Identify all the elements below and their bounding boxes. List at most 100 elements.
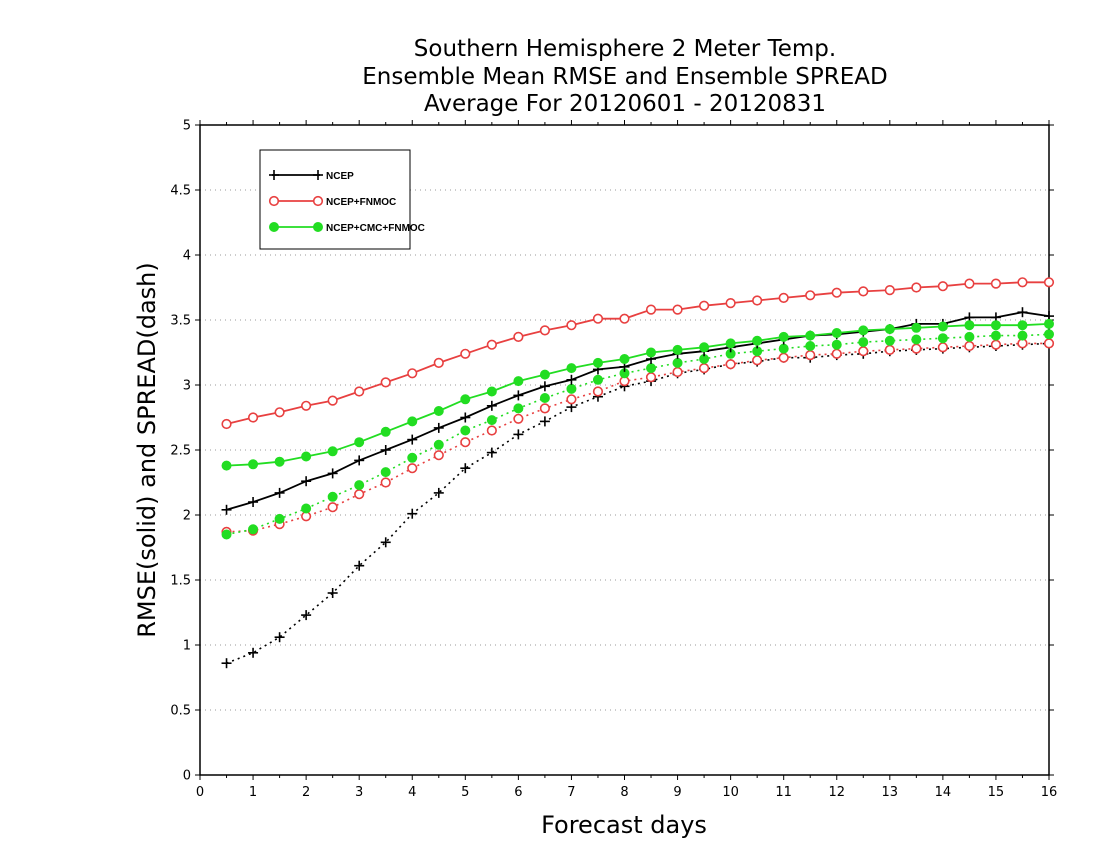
filled-circle-marker bbox=[460, 394, 471, 405]
plus-marker bbox=[513, 390, 524, 401]
open-circle-marker bbox=[831, 348, 842, 359]
open-circle-marker bbox=[990, 339, 1002, 350]
open-circle-marker bbox=[911, 343, 922, 354]
filled-circle-marker bbox=[460, 425, 471, 436]
open-circle-marker bbox=[911, 282, 922, 293]
x-tick-label: 4 bbox=[408, 785, 416, 800]
x-tick-label: 13 bbox=[882, 785, 899, 800]
filled-circle-marker bbox=[778, 343, 789, 354]
plus-marker bbox=[380, 445, 391, 455]
x-tick-label: 9 bbox=[673, 785, 681, 800]
open-circle-marker bbox=[884, 344, 895, 356]
open-circle-marker bbox=[592, 386, 604, 397]
open-circle-marker bbox=[566, 320, 577, 331]
filled-circle-marker bbox=[964, 320, 975, 331]
legend-label: NCEP bbox=[326, 171, 354, 182]
plus-marker bbox=[407, 508, 418, 519]
open-circle-marker bbox=[407, 368, 418, 379]
filled-circle-marker bbox=[699, 342, 710, 353]
filled-circle-marker bbox=[1044, 318, 1054, 329]
filled-circle-marker bbox=[1017, 320, 1028, 331]
axis-ticks: 00.511.522.533.544.550 1 2 3 4 5 6 7 8 9 10 11 12 13 1… bbox=[170, 119, 1057, 801]
open-circle-marker bbox=[312, 195, 324, 207]
open-circle-marker bbox=[486, 339, 497, 350]
y-tick-label: 3.5 bbox=[170, 314, 191, 329]
filled-circle-marker bbox=[274, 456, 285, 467]
open-circle-marker bbox=[592, 313, 604, 324]
series-line bbox=[226, 342, 1049, 533]
filled-circle-marker bbox=[566, 383, 577, 394]
open-circle-marker bbox=[884, 285, 895, 296]
filled-circle-marker bbox=[513, 403, 524, 414]
open-circle-marker bbox=[566, 394, 577, 405]
plus-marker bbox=[486, 447, 497, 458]
x-tick-label: 5 bbox=[461, 785, 469, 800]
filled-circle-marker bbox=[301, 451, 312, 462]
plus-marker bbox=[486, 400, 497, 411]
plus-marker bbox=[301, 476, 312, 487]
filled-circle-marker bbox=[672, 344, 683, 355]
legend: NCEP NCEP+FNMOC NCEP+CMC+FNMOC bbox=[259, 149, 425, 250]
filled-circle-marker bbox=[592, 374, 603, 385]
series-line bbox=[226, 333, 1050, 536]
x-tick-label: 0 bbox=[196, 785, 204, 800]
y-tick-label: 2.5 bbox=[170, 444, 191, 459]
plus-marker bbox=[433, 487, 444, 498]
filled-circle-marker bbox=[646, 347, 657, 358]
filled-circle-marker bbox=[380, 426, 391, 437]
y-tick-label: 2 bbox=[183, 509, 191, 524]
y-tick-label: 3 bbox=[183, 379, 191, 394]
filled-circle-marker bbox=[592, 357, 603, 368]
filled-circle-marker bbox=[327, 446, 338, 457]
series-line bbox=[226, 311, 1050, 511]
open-circle-marker bbox=[274, 407, 285, 418]
open-circle-marker bbox=[778, 352, 789, 363]
open-circle-marker bbox=[698, 363, 710, 374]
plus-marker bbox=[460, 412, 471, 423]
plus-marker bbox=[513, 429, 524, 440]
filled-circle-marker bbox=[990, 330, 1001, 341]
series-line bbox=[226, 342, 1050, 664]
open-circle-marker bbox=[486, 425, 497, 436]
filled-circle-marker bbox=[990, 320, 1001, 331]
open-circle-marker bbox=[964, 340, 975, 352]
plus-marker bbox=[221, 504, 232, 515]
x-tick-label: 1 bbox=[249, 785, 257, 800]
open-circle-marker bbox=[752, 295, 763, 306]
filled-circle-marker bbox=[831, 328, 842, 338]
open-circle-marker bbox=[327, 395, 338, 406]
open-circle-marker bbox=[619, 313, 630, 324]
filled-circle-marker bbox=[407, 452, 418, 463]
y-tick-label: 5 bbox=[183, 119, 191, 134]
filled-circle-marker bbox=[911, 322, 922, 333]
filled-circle-marker bbox=[831, 339, 842, 350]
filled-circle-marker bbox=[805, 330, 816, 341]
open-circle-marker bbox=[354, 386, 365, 397]
filled-circle-marker bbox=[486, 386, 497, 397]
filled-circle-marker bbox=[805, 341, 816, 351]
chart-title-line-1: Southern Hemisphere 2 Meter Temp. bbox=[413, 36, 837, 62]
y-tick-label: 1 bbox=[183, 639, 191, 654]
plus-marker bbox=[269, 170, 279, 180]
open-circle-marker bbox=[327, 502, 338, 513]
filled-circle-marker bbox=[884, 335, 895, 346]
series-ncep-fnmoc-rmse bbox=[221, 277, 1055, 430]
open-circle-marker bbox=[513, 331, 524, 343]
open-circle-marker bbox=[778, 292, 789, 304]
x-axis-title: Forecast days bbox=[541, 811, 707, 839]
filled-circle-marker bbox=[274, 513, 285, 524]
open-circle-marker bbox=[407, 463, 418, 474]
filled-circle-marker bbox=[221, 529, 232, 540]
filled-circle-marker bbox=[858, 337, 869, 348]
filled-circle-marker bbox=[301, 503, 312, 514]
open-circle-marker bbox=[1043, 338, 1055, 349]
open-circle-marker bbox=[937, 281, 948, 292]
filled-circle-marker bbox=[619, 354, 630, 364]
plus-marker bbox=[460, 463, 471, 474]
plus-marker bbox=[566, 374, 577, 385]
y-tick-label: 4 bbox=[183, 249, 191, 264]
plus-marker bbox=[433, 422, 444, 433]
y-tick-label: 0 bbox=[183, 769, 191, 784]
series-ncep-rmse bbox=[221, 307, 1054, 515]
filled-circle-marker bbox=[486, 415, 497, 426]
